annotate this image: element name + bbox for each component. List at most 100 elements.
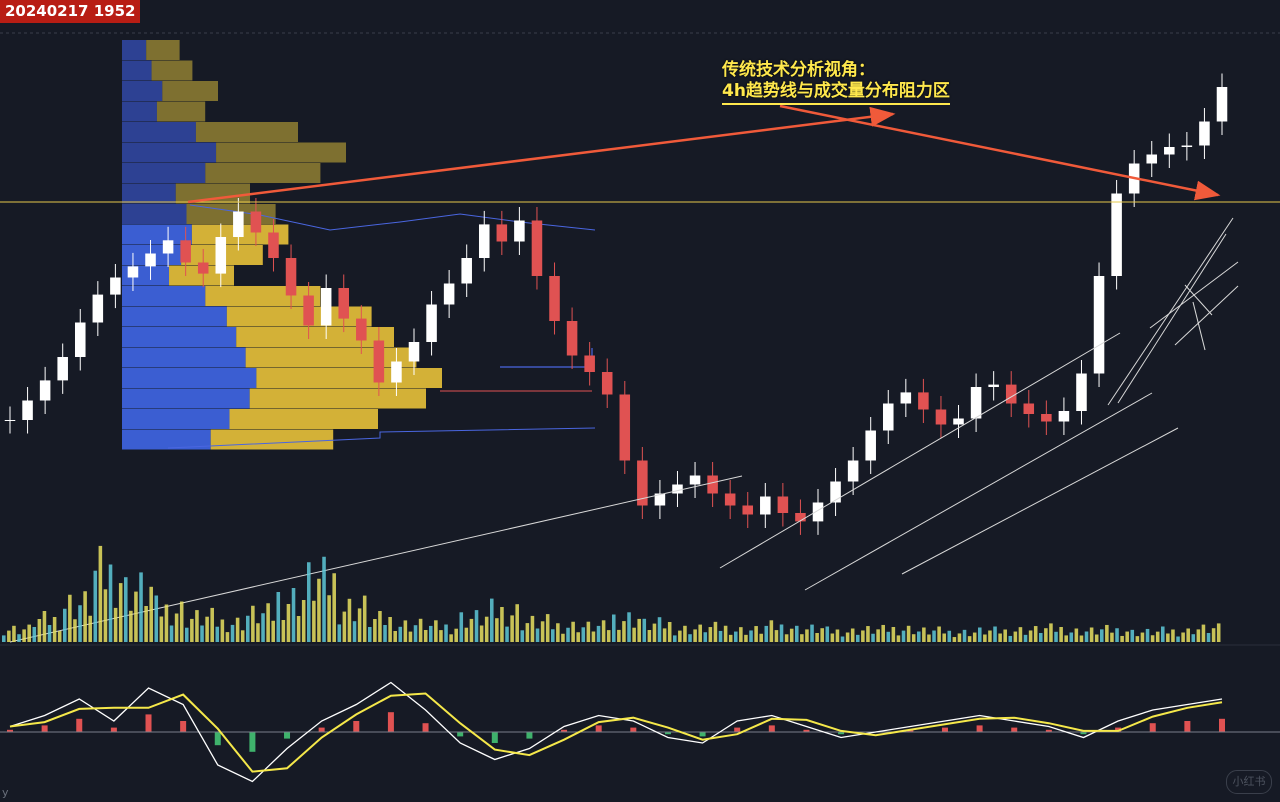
trendline	[804, 392, 1153, 591]
volume-bar	[545, 614, 550, 642]
volume-bar	[759, 633, 763, 642]
volume-bar	[484, 616, 489, 642]
volume-bar	[454, 628, 458, 642]
candle-body	[1181, 145, 1193, 147]
volume-bar	[830, 633, 835, 642]
profile-bar-blue	[122, 122, 196, 142]
volume-bar	[657, 617, 662, 642]
candle-body	[4, 420, 16, 421]
candle-body	[356, 318, 367, 341]
annotation-line-1: 传统技术分析视角：	[722, 60, 875, 80]
candle-body	[619, 394, 631, 461]
candle-body	[180, 240, 191, 263]
volume-bar	[352, 621, 357, 642]
candle-body	[654, 493, 666, 506]
candle-body	[57, 357, 68, 381]
macd-line	[9, 681, 1223, 783]
volume-bar	[1171, 629, 1175, 642]
profile-bar-gold	[236, 327, 394, 347]
profile-bar-blue	[122, 40, 147, 60]
volume-bar	[266, 603, 270, 642]
candle-body	[1111, 193, 1122, 276]
timestamp-label: 20240217 1952	[0, 0, 141, 23]
volume-bar	[520, 630, 525, 642]
volume-bar	[693, 629, 697, 642]
candle-body	[443, 283, 455, 305]
volume-bar	[647, 630, 652, 642]
volume-bar	[825, 626, 830, 642]
volume-bar	[881, 624, 885, 642]
candle-body	[162, 240, 174, 254]
volume-bar	[789, 628, 794, 642]
histogram-bar	[630, 727, 637, 732]
volume-bar	[571, 621, 575, 642]
volume-bar	[276, 592, 281, 642]
candle-body	[830, 481, 841, 503]
volume-bar	[632, 627, 636, 642]
volume-bar	[1079, 635, 1084, 642]
volume-bar	[1039, 633, 1043, 642]
volume-bar	[327, 595, 331, 642]
profile-low-line	[167, 427, 596, 449]
candle-body	[601, 372, 613, 395]
candle-body	[1216, 87, 1228, 122]
volume-bar	[413, 625, 418, 642]
candle-body	[127, 266, 139, 278]
volume-bar	[698, 624, 702, 642]
volume-bar	[683, 625, 687, 642]
profile-bar-gold	[249, 388, 426, 409]
volume-bar	[164, 604, 169, 642]
volume-bar	[398, 626, 403, 642]
volume-bar	[678, 630, 682, 642]
candle-body	[742, 505, 754, 515]
volume-bar	[57, 631, 62, 642]
volume-bar	[22, 629, 26, 642]
volume-bar	[713, 621, 718, 642]
candle-body	[672, 484, 683, 494]
candle-body	[795, 513, 806, 522]
candle-body	[988, 384, 999, 387]
volume-bar	[667, 622, 672, 642]
volume-bar	[118, 583, 123, 642]
volume-bar	[271, 620, 275, 642]
volume-bar	[195, 610, 199, 642]
volume-bar	[179, 601, 184, 642]
volume-bar	[739, 627, 743, 642]
volume-bar	[362, 595, 367, 642]
volume-bar	[113, 607, 118, 642]
volume-bar	[962, 629, 967, 642]
profile-bar-blue	[122, 327, 237, 347]
volume-bar	[606, 630, 611, 642]
profile-bar-blue	[122, 81, 163, 101]
volume-bar	[68, 594, 72, 642]
candle-body	[250, 211, 262, 233]
volume-bar	[505, 626, 509, 642]
candle-body	[303, 295, 314, 326]
volume-bar	[291, 588, 296, 642]
volume-bar	[373, 619, 377, 642]
volume-bar	[383, 625, 387, 642]
volume-bar	[1120, 635, 1124, 642]
trendline	[1192, 301, 1206, 351]
volume-bar	[911, 634, 916, 642]
volume-bar	[586, 621, 591, 642]
volume-bar	[1206, 633, 1211, 642]
histogram-bar	[526, 732, 533, 739]
volume-bar	[617, 629, 621, 642]
volume-bar	[957, 633, 962, 642]
profile-bar-blue	[122, 101, 157, 122]
volume-bar	[662, 628, 667, 642]
candle-body	[1058, 411, 1070, 422]
volume-bar	[418, 618, 423, 642]
volume-bar	[134, 591, 138, 642]
volume-bar	[124, 577, 128, 642]
volume-bar	[261, 613, 265, 642]
arrow-right	[779, 104, 1221, 201]
volume-bar	[795, 625, 799, 642]
volume-bar	[1003, 629, 1007, 642]
candle-body	[110, 277, 121, 295]
volume-bar	[42, 611, 47, 642]
histogram-bar	[595, 725, 602, 732]
volume-bar	[200, 625, 204, 642]
annotation-line-2: 4h趋势线与成交量分布阻力区	[722, 81, 950, 105]
